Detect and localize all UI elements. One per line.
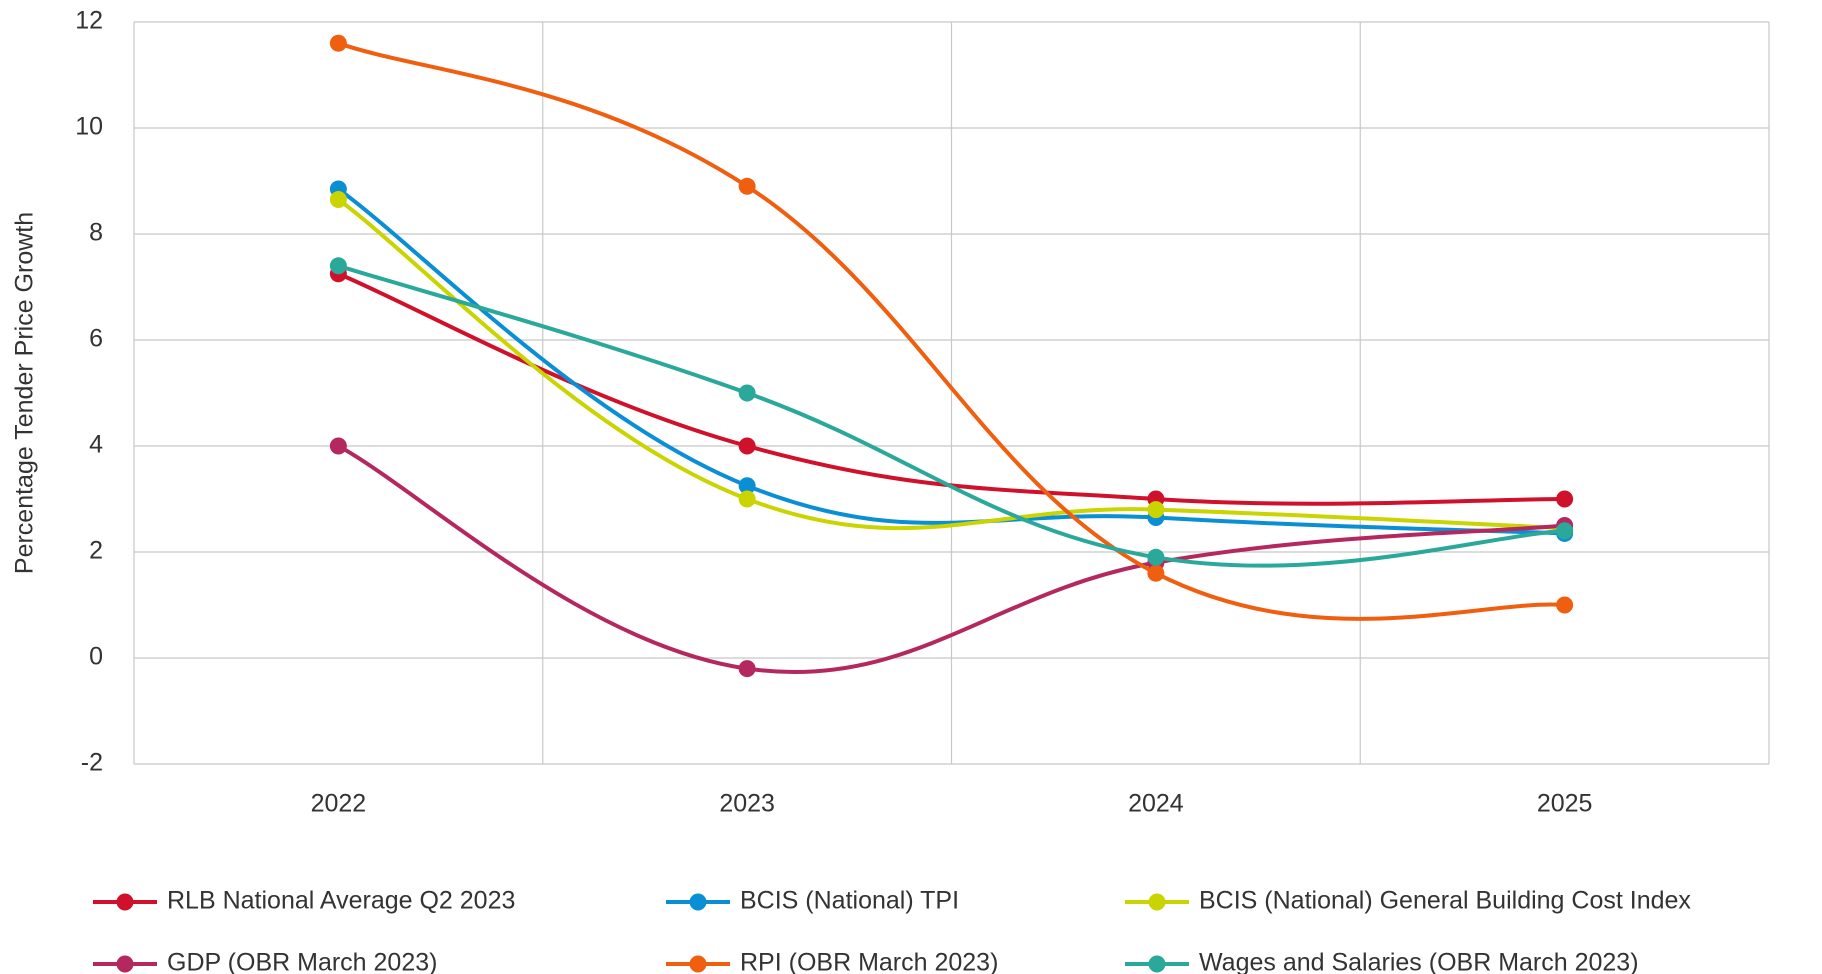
y-tick-label: 6 (89, 325, 103, 353)
y-tick-label: 12 (75, 7, 103, 35)
data-point (1556, 596, 1574, 614)
data-point (329, 191, 347, 209)
y-tick-label: 4 (89, 431, 103, 459)
data-point (329, 257, 347, 275)
data-point (1556, 490, 1574, 508)
y-axis-label: Percentage Tender Price Growth (11, 212, 39, 574)
legend-marker (689, 893, 707, 911)
legend-label: RLB National Average Q2 2023 (167, 887, 515, 915)
data-point (1147, 501, 1165, 519)
legend-label: BCIS (National) General Building Cost In… (1199, 887, 1691, 915)
data-point (738, 490, 756, 508)
data-point (1147, 564, 1165, 582)
data-point (738, 477, 756, 495)
y-tick-label: 10 (75, 113, 103, 141)
data-point (1556, 522, 1574, 540)
series-line (337, 444, 1565, 675)
y-tick-label: 2 (89, 537, 103, 565)
data-point (738, 660, 756, 678)
y-tick-label: -2 (81, 749, 103, 777)
y-tick-label: 8 (89, 219, 103, 247)
x-tick-label: 2022 (311, 790, 367, 818)
data-point (738, 177, 756, 195)
data-point (1147, 548, 1165, 566)
legend-marker (116, 955, 134, 973)
legend-marker (689, 955, 707, 973)
legend-marker (1148, 955, 1166, 973)
y-tick-label: 0 (89, 643, 103, 671)
data-point (738, 437, 756, 455)
data-point (329, 34, 347, 52)
legend-marker (116, 893, 134, 911)
legend-label: RPI (OBR March 2023) (740, 949, 998, 974)
legend-label: BCIS (National) TPI (740, 887, 959, 915)
legend-marker (1148, 893, 1166, 911)
data-point (738, 384, 756, 402)
legend-label: Wages and Salaries (OBR March 2023) (1199, 949, 1639, 974)
x-tick-label: 2024 (1128, 790, 1184, 818)
series-line (337, 41, 1565, 621)
data-point (329, 437, 347, 455)
series-line (337, 263, 1565, 568)
x-tick-label: 2023 (719, 790, 775, 818)
series-line (337, 197, 1565, 531)
series-line (337, 187, 1565, 536)
x-tick-label: 2025 (1537, 790, 1593, 818)
legend-label: GDP (OBR March 2023) (167, 949, 437, 974)
series-line (337, 271, 1565, 506)
